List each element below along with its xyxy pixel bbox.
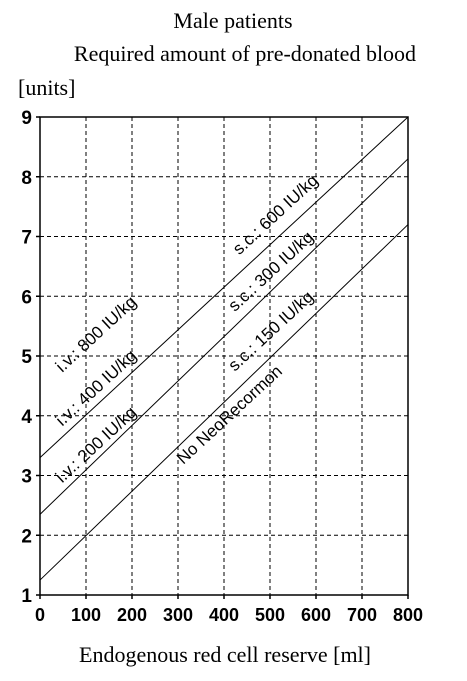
y-tick-labels: 1 2 3 4 5 6 7 8 9 <box>21 108 40 607</box>
grid <box>40 117 408 595</box>
x-axis-label: Endogenous red cell reserve [ml] <box>79 642 371 667</box>
series-line-2 <box>39 158 409 515</box>
y-tick-label: 6 <box>21 287 32 308</box>
x-tick-label: 200 <box>117 605 147 625</box>
x-tick-labels: 0 100 200 300 400 500 600 700 800 <box>35 595 423 625</box>
x-tick-label: 800 <box>393 605 423 625</box>
x-tick-label: 0 <box>35 605 45 625</box>
series-lines <box>39 116 409 581</box>
chart-title: Male patients <box>173 8 292 33</box>
y-tick-label: 4 <box>21 407 32 428</box>
x-tick-label: 600 <box>301 605 331 625</box>
x-tick-label: 300 <box>163 605 193 625</box>
y-tick-label: 2 <box>21 526 32 547</box>
x-tick-label: 500 <box>255 605 285 625</box>
chart-subtitle: Required amount of pre-donated blood <box>74 41 416 66</box>
y-tick-label: 9 <box>21 108 32 129</box>
y-tick-label: 5 <box>21 347 32 368</box>
annotation-label: No NeoRecormon <box>173 362 286 468</box>
y-tick-label: 1 <box>21 586 32 607</box>
x-tick-label: 100 <box>71 605 101 625</box>
series-line-3 <box>39 224 409 581</box>
annotations: i.v.: 800 IU/kgi.v.: 400 IU/kgi.v.: 200 … <box>52 171 322 487</box>
x-tick-label: 700 <box>347 605 377 625</box>
x-tick-label: 400 <box>209 605 239 625</box>
y-tick-label: 7 <box>21 228 32 249</box>
y-tick-label: 8 <box>21 168 32 189</box>
series-line-1 <box>39 116 409 458</box>
y-tick-label: 3 <box>21 467 32 488</box>
y-axis-label: [units] <box>18 75 75 100</box>
